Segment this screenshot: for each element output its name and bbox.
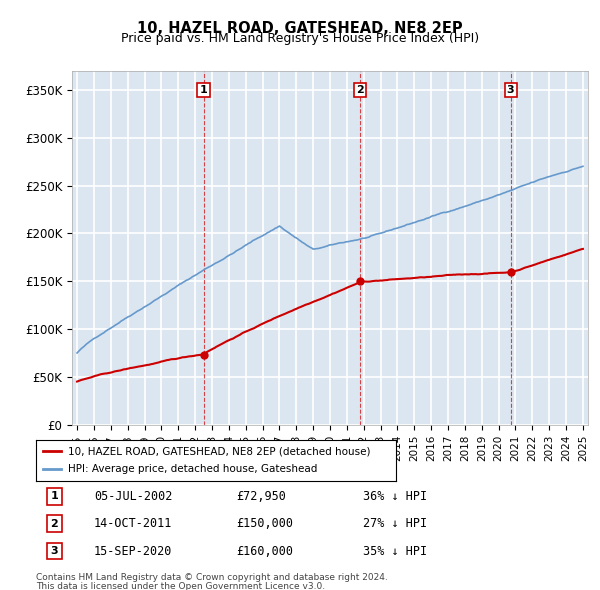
- Text: 10, HAZEL ROAD, GATESHEAD, NE8 2EP (detached house): 10, HAZEL ROAD, GATESHEAD, NE8 2EP (deta…: [68, 446, 371, 456]
- Text: 05-JUL-2002: 05-JUL-2002: [94, 490, 172, 503]
- Text: 27% ↓ HPI: 27% ↓ HPI: [364, 517, 427, 530]
- Text: 15-SEP-2020: 15-SEP-2020: [94, 545, 172, 558]
- Text: £160,000: £160,000: [236, 545, 293, 558]
- Text: £150,000: £150,000: [236, 517, 293, 530]
- Text: 35% ↓ HPI: 35% ↓ HPI: [364, 545, 427, 558]
- Text: 1: 1: [200, 85, 208, 95]
- Text: £72,950: £72,950: [236, 490, 287, 503]
- Text: 2: 2: [50, 519, 58, 529]
- Text: 10, HAZEL ROAD, GATESHEAD, NE8 2EP: 10, HAZEL ROAD, GATESHEAD, NE8 2EP: [137, 21, 463, 35]
- Text: 14-OCT-2011: 14-OCT-2011: [94, 517, 172, 530]
- Text: HPI: Average price, detached house, Gateshead: HPI: Average price, detached house, Gate…: [68, 464, 318, 474]
- Text: 2: 2: [356, 85, 364, 95]
- Text: 3: 3: [50, 546, 58, 556]
- Text: Price paid vs. HM Land Registry's House Price Index (HPI): Price paid vs. HM Land Registry's House …: [121, 32, 479, 45]
- Text: 36% ↓ HPI: 36% ↓ HPI: [364, 490, 427, 503]
- Text: 3: 3: [507, 85, 514, 95]
- Text: This data is licensed under the Open Government Licence v3.0.: This data is licensed under the Open Gov…: [36, 582, 325, 590]
- Text: 1: 1: [50, 491, 58, 502]
- Text: Contains HM Land Registry data © Crown copyright and database right 2024.: Contains HM Land Registry data © Crown c…: [36, 573, 388, 582]
